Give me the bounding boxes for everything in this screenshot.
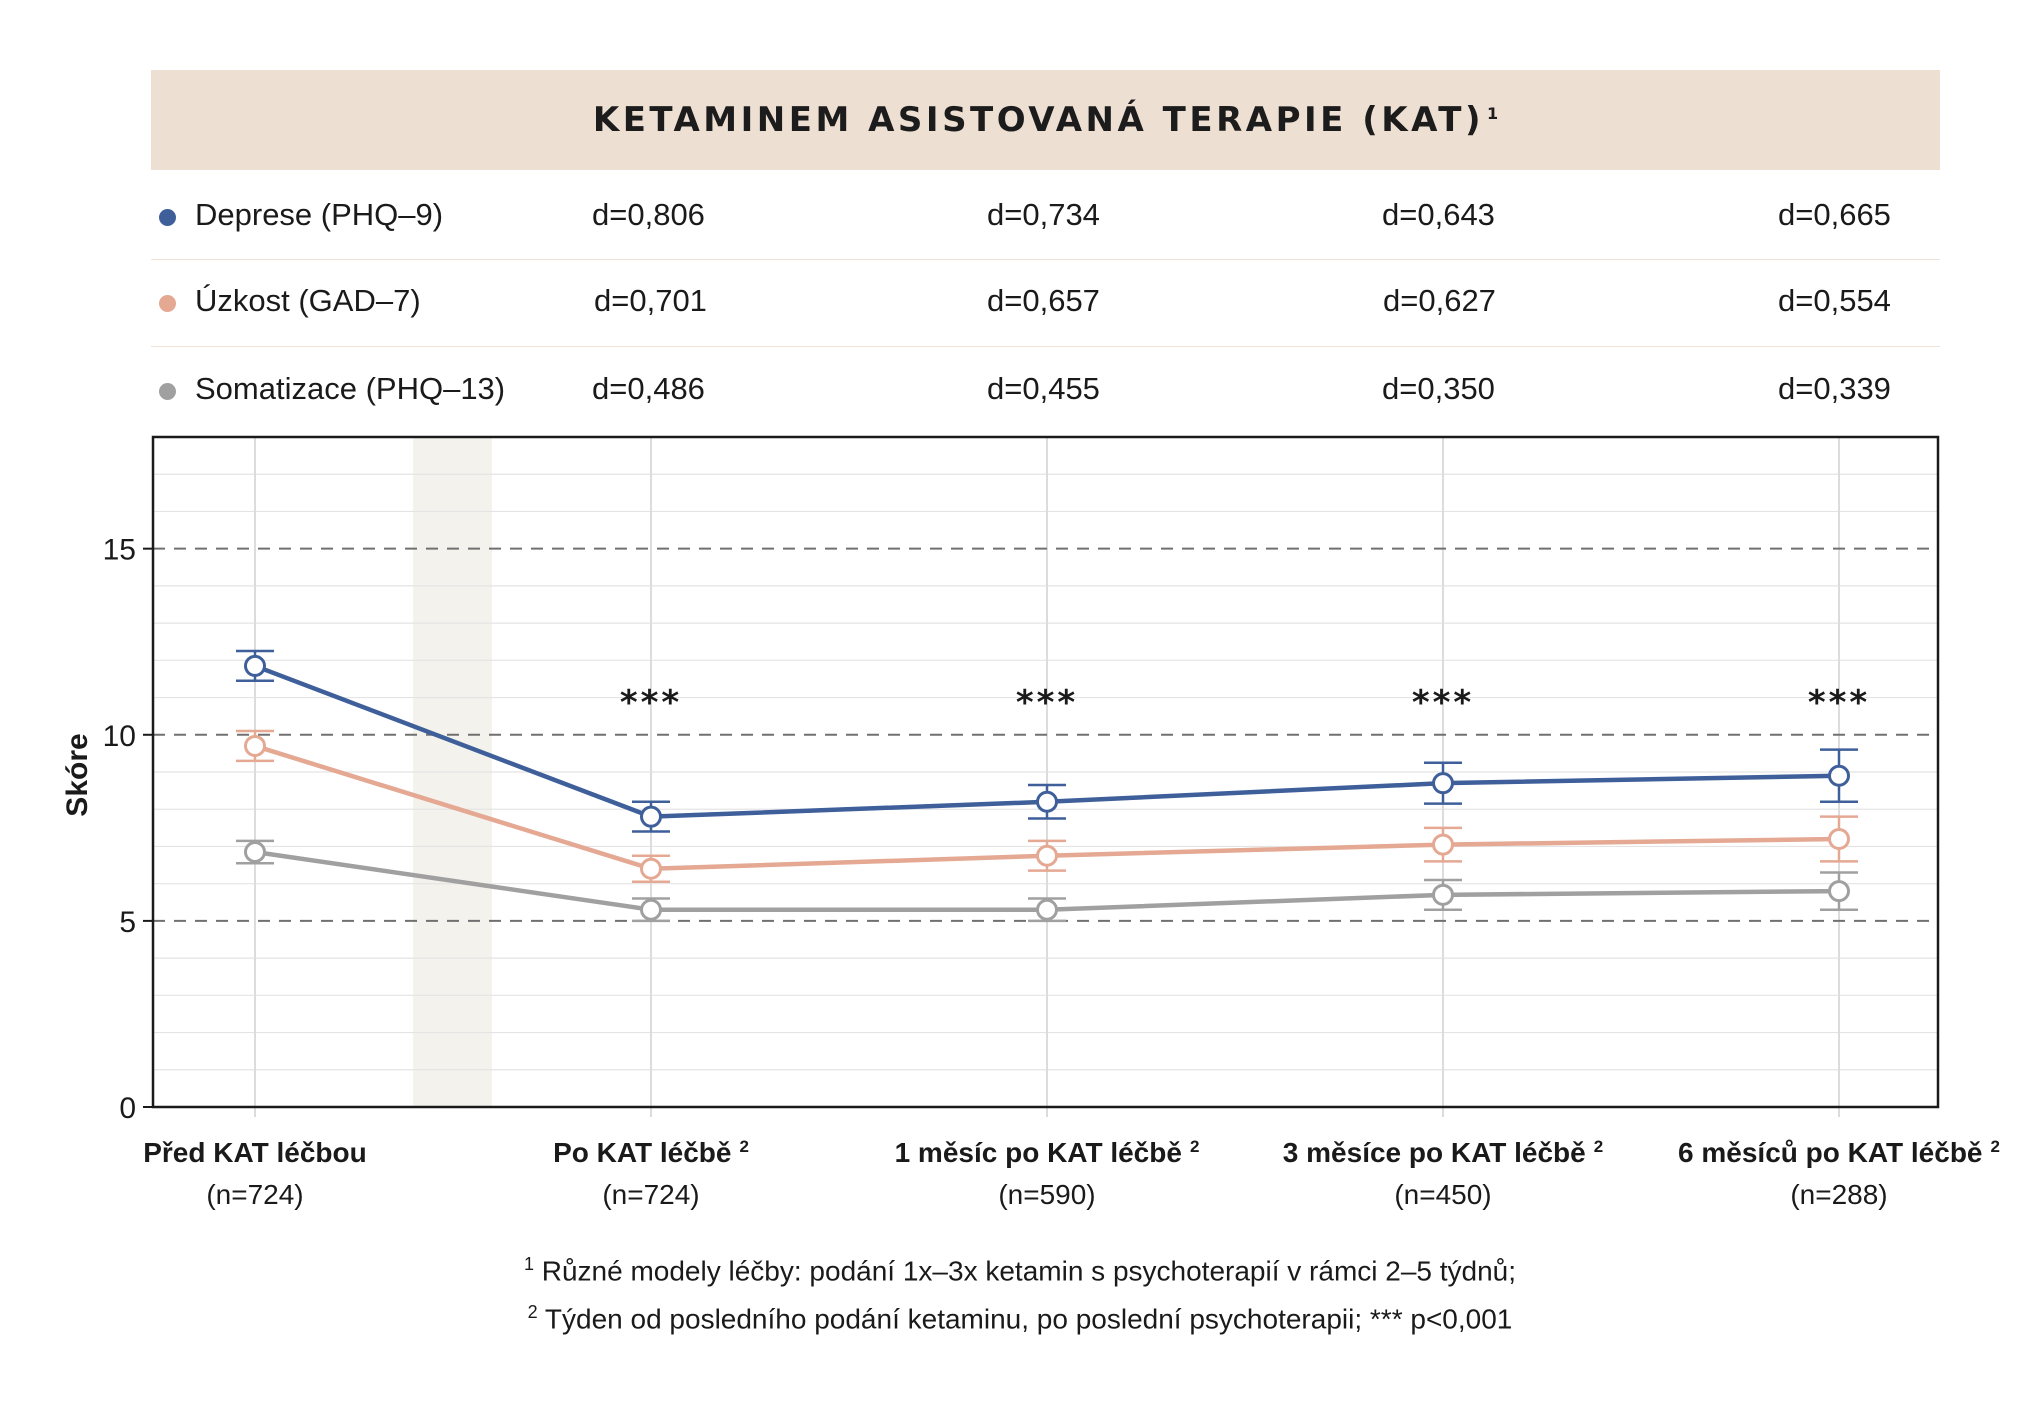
y-tick-label: 5 (119, 906, 136, 939)
x-tick-label: 3 měsíce po KAT léčbě 2 (1283, 1137, 1603, 1168)
x-label-footnote-marker: 2 (739, 1137, 748, 1156)
data-point (244, 841, 266, 864)
data-point (640, 805, 662, 828)
data-point (1036, 790, 1058, 813)
data-point (244, 654, 266, 677)
x-tick-sample-size: (n=288) (1790, 1179, 1887, 1210)
data-point (1828, 828, 1850, 850)
effect-size-value: d=0,554 (1778, 283, 1891, 318)
data-point (640, 857, 662, 880)
legend-dot-uzkost (159, 295, 176, 312)
legend-label-uzkost: Úzkost (GAD–7) (195, 283, 421, 318)
effect-size-value: d=0,701 (594, 283, 707, 318)
data-point (640, 898, 662, 921)
data-point (1036, 844, 1058, 867)
footnote-1: 1 Různé modely léčby: podání 1x–3x ketam… (0, 1254, 2040, 1287)
y-tick-label: 10 (103, 720, 136, 753)
footnote-text: Týden od posledního podání ketaminu, po … (537, 1303, 1513, 1335)
data-point (1828, 880, 1850, 903)
x-label-footnote-marker: 2 (1991, 1137, 2000, 1156)
legend-dot-somatizace (159, 383, 176, 400)
effect-row-deprese: Deprese (PHQ–9) d=0,806 d=0,734 d=0,643 … (151, 173, 1940, 259)
data-point (1828, 764, 1850, 787)
legend-label-deprese: Deprese (PHQ–9) (195, 197, 444, 232)
y-tick-label: 15 (103, 534, 136, 567)
effect-size-value: d=0,486 (592, 371, 705, 406)
effect-size-value: d=0,627 (1383, 283, 1496, 318)
data-point (244, 734, 266, 757)
significance-annotation: *** (620, 683, 682, 723)
x-tick-sample-size: (n=724) (602, 1179, 699, 1210)
significance-annotation: *** (1016, 683, 1078, 723)
significance-annotation: *** (1808, 683, 1870, 723)
x-label-footnote-marker: 2 (1594, 1137, 1603, 1156)
effect-size-value: d=0,339 (1778, 371, 1891, 406)
effect-size-value: d=0,455 (987, 371, 1100, 406)
effect-size-value: d=0,734 (987, 197, 1100, 232)
footnote-marker: 1 (523, 1254, 534, 1274)
effect-size-value: d=0,806 (592, 197, 705, 232)
footnote-2: 2 Týden od posledního podání ketaminu, p… (0, 1302, 2040, 1335)
effect-size-value: d=0,350 (1382, 371, 1495, 406)
x-tick-label: Po KAT léčbě 2 (553, 1137, 749, 1168)
effect-row-somatizace: Somatizace (PHQ–13) d=0,486 d=0,455 d=0,… (151, 347, 1940, 433)
chart-title: KETAMINEM ASISTOVANÁ TERAPIE (KAT) 1 (593, 100, 1498, 140)
x-tick-label: 6 měsíců po KAT léčbě 2 (1678, 1137, 2000, 1168)
data-point (1036, 898, 1058, 921)
data-point (1432, 772, 1454, 795)
y-axis-label: Skóre (61, 733, 94, 816)
x-tick-sample-size: (n=590) (998, 1179, 1095, 1210)
significance-annotation: *** (1412, 683, 1474, 723)
x-tick-sample-size: (n=724) (206, 1179, 303, 1210)
chart-title-text: KETAMINEM ASISTOVANÁ TERAPIE (KAT) (592, 100, 1484, 140)
effect-row-uzkost: Úzkost (GAD–7) d=0,701 d=0,657 d=0,627 d… (151, 259, 1940, 345)
effect-size-value: d=0,665 (1778, 197, 1891, 232)
table-row-divider (151, 346, 1940, 347)
plot-frame (151, 435, 1940, 1109)
footnote-marker: 2 (527, 1302, 538, 1322)
table-row-divider (151, 259, 1940, 260)
y-tick-label: 0 (119, 1092, 136, 1125)
title-footnote-marker: 1 (1487, 103, 1499, 123)
footnote-text: Různé modely léčby: podání 1x–3x ketamin… (533, 1255, 1517, 1287)
effect-size-value: d=0,657 (987, 283, 1100, 318)
x-label-footnote-marker: 2 (1190, 1137, 1199, 1156)
legend-label-somatizace: Somatizace (PHQ–13) (195, 371, 506, 406)
chart-title-band: KETAMINEM ASISTOVANÁ TERAPIE (KAT) 1 (151, 70, 1940, 170)
effect-size-value: d=0,643 (1382, 197, 1495, 232)
x-tick-label: Před KAT léčbou (143, 1137, 367, 1168)
x-tick-sample-size: (n=450) (1394, 1179, 1491, 1210)
legend-dot-deprese (159, 209, 176, 226)
data-point (1432, 883, 1454, 906)
data-point (1432, 833, 1454, 856)
x-tick-label: 1 měsíc po KAT léčbě 2 (895, 1137, 1200, 1168)
